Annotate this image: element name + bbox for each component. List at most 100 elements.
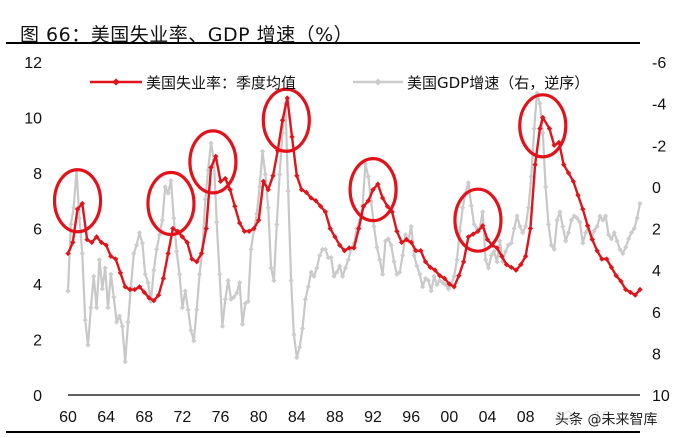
data-point-marker xyxy=(202,196,208,202)
figure-header: 图 66：美国失业率、GDP 增速（%） xyxy=(6,4,646,46)
data-point-marker xyxy=(114,319,120,325)
data-point-marker xyxy=(398,239,405,246)
data-point-marker xyxy=(534,90,540,96)
data-point-marker xyxy=(605,232,612,238)
data-point-marker xyxy=(382,238,389,244)
data-point-marker xyxy=(108,253,114,259)
data-point-marker xyxy=(502,248,509,254)
data-point-marker xyxy=(314,265,320,271)
data-point-marker xyxy=(142,271,148,277)
data-point-marker xyxy=(594,223,600,230)
data-point-marker xyxy=(170,225,176,232)
data-point-marker xyxy=(511,225,517,232)
data-point-marker xyxy=(162,184,168,190)
data-point-marker xyxy=(255,217,262,223)
data-point-marker xyxy=(277,171,283,177)
data-point-marker xyxy=(257,184,263,190)
x-tick-label: 92 xyxy=(364,409,382,426)
highlight-ellipse xyxy=(518,93,568,159)
data-point-marker xyxy=(545,221,552,227)
data-point-marker xyxy=(105,304,111,311)
data-point-marker xyxy=(523,223,529,230)
data-point-marker xyxy=(188,327,194,334)
data-point-marker xyxy=(136,284,143,290)
data-point-marker xyxy=(397,269,403,275)
data-point-marker xyxy=(165,250,171,257)
data-point-marker xyxy=(584,223,591,229)
gdp-series xyxy=(65,90,643,365)
series-line xyxy=(66,92,642,363)
data-point-marker xyxy=(217,178,224,185)
data-point-marker xyxy=(577,219,583,225)
data-point-marker xyxy=(99,286,105,292)
chart-title: 图 66：美国失业率、GDP 增速（%） xyxy=(20,24,354,46)
unemployment-series xyxy=(65,95,643,304)
data-point-marker xyxy=(285,188,291,194)
x-tick-label: 64 xyxy=(97,409,115,426)
data-point-marker xyxy=(128,284,134,290)
data-point-marker xyxy=(182,288,188,294)
data-point-marker xyxy=(154,246,160,252)
data-point-marker xyxy=(317,252,323,259)
data-point-marker xyxy=(134,242,140,248)
data-point-marker xyxy=(203,225,209,232)
x-tick-label: 72 xyxy=(174,409,192,426)
data-point-marker xyxy=(325,255,331,261)
data-point-marker xyxy=(141,289,147,296)
right-y-tick-label: 4 xyxy=(652,263,661,280)
legend-swatch-marker xyxy=(374,78,382,86)
data-point-marker xyxy=(279,117,286,123)
data-point-marker xyxy=(465,180,471,186)
data-point-marker xyxy=(345,257,351,263)
data-point-marker xyxy=(239,321,246,327)
data-point-marker xyxy=(611,230,617,236)
data-point-marker xyxy=(603,213,609,219)
data-point-marker xyxy=(351,245,357,251)
data-point-marker xyxy=(65,250,71,257)
data-point-marker xyxy=(563,238,569,244)
data-point-marker xyxy=(91,273,97,279)
data-point-marker xyxy=(305,284,311,290)
data-point-marker xyxy=(548,242,554,248)
data-point-marker xyxy=(291,332,297,338)
data-point-marker xyxy=(84,236,90,243)
data-point-marker xyxy=(537,101,543,107)
data-point-marker xyxy=(339,273,346,279)
data-point-marker xyxy=(508,264,514,271)
watermark: 头条 @未来智库 xyxy=(552,409,661,429)
data-point-marker xyxy=(108,271,114,277)
data-point-marker xyxy=(254,211,260,217)
data-point-marker xyxy=(228,296,234,302)
data-point-marker xyxy=(608,264,615,271)
data-point-marker xyxy=(184,239,190,246)
data-point-marker xyxy=(497,238,503,244)
data-point-marker xyxy=(160,275,167,282)
legend-label: 美国失业率：季度均值 xyxy=(146,74,296,92)
data-point-marker xyxy=(319,246,326,252)
data-point-marker xyxy=(146,295,152,301)
data-point-marker xyxy=(499,253,505,259)
data-point-marker xyxy=(322,209,329,215)
data-point-marker xyxy=(420,284,426,290)
data-point-marker xyxy=(179,234,186,240)
data-point-marker xyxy=(360,203,367,209)
data-point-marker xyxy=(117,270,124,276)
highlight-ellipse xyxy=(453,187,503,253)
data-point-marker xyxy=(380,271,386,277)
left-y-tick-label: 8 xyxy=(33,166,42,183)
data-point-marker xyxy=(271,277,277,284)
data-point-marker xyxy=(346,245,352,251)
data-point-marker xyxy=(518,261,524,268)
data-point-marker xyxy=(437,272,443,279)
data-point-marker xyxy=(79,200,85,207)
data-point-marker xyxy=(270,173,276,179)
data-point-marker xyxy=(617,246,623,252)
data-point-marker xyxy=(491,248,497,254)
data-point-marker xyxy=(311,273,317,279)
data-point-marker xyxy=(227,186,233,193)
data-point-marker xyxy=(494,245,500,251)
data-point-marker xyxy=(303,189,310,196)
data-point-marker xyxy=(165,190,171,196)
data-point-marker xyxy=(374,244,380,250)
right-y-tick-label: -4 xyxy=(652,97,666,114)
